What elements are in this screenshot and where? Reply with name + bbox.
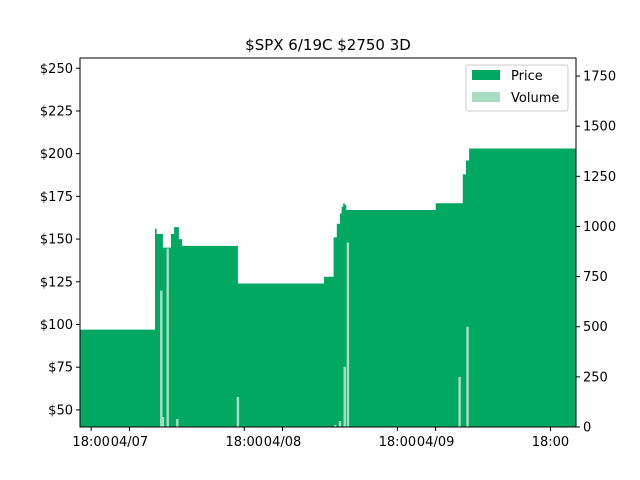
y-right-tick-label: 500 <box>583 320 608 335</box>
volume-bar <box>458 376 461 427</box>
y-left-tick-label: $50 <box>48 403 73 418</box>
y-right-tick-label: 1000 <box>583 220 616 235</box>
y-left-tick-label: $225 <box>40 104 73 119</box>
y-left-tick-label: $75 <box>48 361 73 376</box>
y-right-tick-label: 750 <box>583 270 608 285</box>
volume-bar <box>161 417 165 427</box>
volume-bar <box>236 396 240 427</box>
y-left-tick-label: $175 <box>40 190 73 205</box>
plot-area <box>80 148 576 427</box>
x-tick-label: 18:00 <box>379 435 416 450</box>
x-tick-label: 18:00 <box>72 435 109 450</box>
y-right-tick-label: 250 <box>583 370 608 385</box>
legend-swatch-volume <box>472 92 500 102</box>
volume-bar <box>343 366 346 427</box>
y-right-tick-label: 1250 <box>583 170 616 185</box>
y-left-tick-label: $200 <box>40 147 73 162</box>
chart-title: $SPX 6/19C $2750 3D <box>245 36 411 54</box>
y-left-tick-label: $150 <box>40 233 73 248</box>
volume-bar <box>334 425 337 427</box>
volume-bar <box>176 419 179 427</box>
y-right-tick-label: 0 <box>583 421 591 436</box>
x-tick-label: 04/09 <box>417 435 454 450</box>
y-right-tick-label: 1750 <box>583 70 616 85</box>
x-tick-label: 04/07 <box>111 435 148 450</box>
legend-label-price: Price <box>511 69 543 84</box>
plot-frame <box>79 57 577 428</box>
y-left-tick-label: $250 <box>40 62 73 77</box>
y-left-tick-label: $125 <box>40 275 73 290</box>
x-tick-label: 04/08 <box>264 435 301 450</box>
price-area <box>80 148 576 427</box>
volume-bar <box>160 290 163 427</box>
axes: $50 $75 $100 $125 $150 $175 $200 $225 $250 0 250 50… <box>40 57 616 450</box>
y-right-tick-label: 1500 <box>583 120 616 135</box>
legend-swatch-price <box>472 70 500 80</box>
y-left-tick-label: $100 <box>40 318 73 333</box>
volume-bar <box>466 326 469 427</box>
x-tick-label: 18:00 <box>532 435 569 450</box>
legend-label-volume: Volume <box>511 91 559 106</box>
volume-bar <box>338 421 342 427</box>
legend: Price Volume <box>465 64 569 112</box>
volume-bar <box>346 242 350 427</box>
x-tick-label: 18:00 <box>226 435 263 450</box>
volume-bar <box>166 248 169 427</box>
